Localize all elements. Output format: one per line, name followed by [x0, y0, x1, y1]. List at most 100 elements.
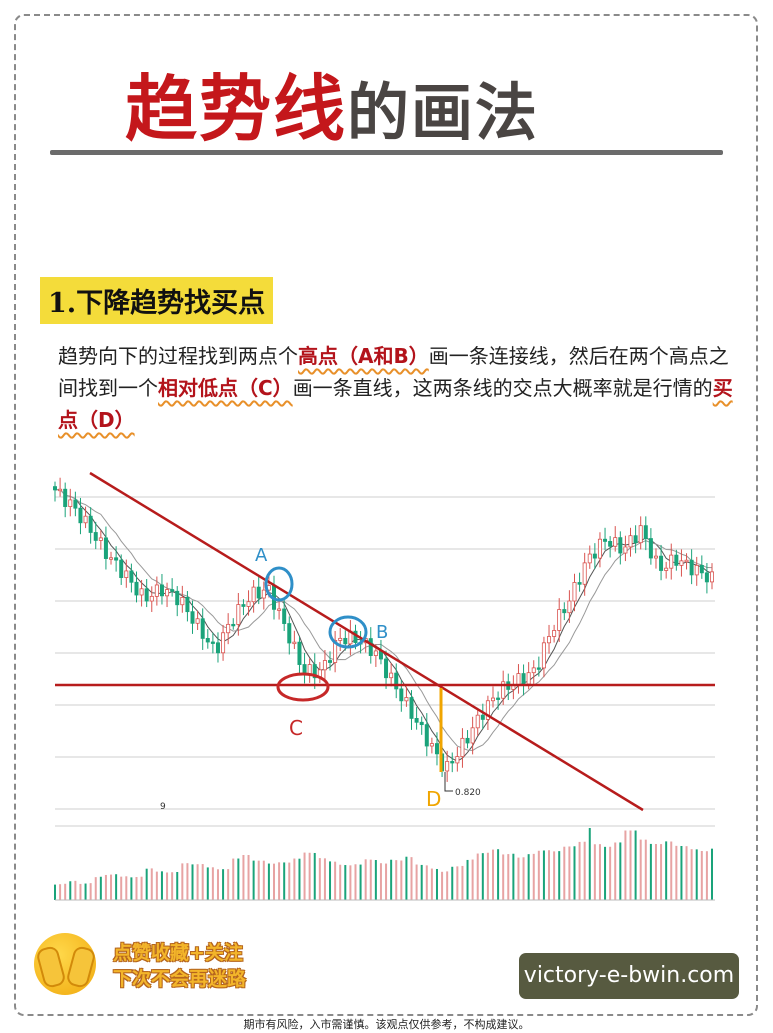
volume-bar — [629, 830, 632, 900]
volume-bar — [563, 846, 566, 900]
candle-body — [98, 537, 103, 541]
candle-body — [190, 611, 195, 624]
candle-body — [597, 538, 602, 559]
candle-body — [287, 623, 292, 644]
volume-bar — [502, 854, 505, 900]
volume-bar — [176, 871, 179, 900]
volume-bar — [471, 859, 474, 900]
candle-body — [577, 582, 582, 585]
volume-bar — [430, 868, 433, 900]
volume-bar — [486, 852, 489, 900]
volume-bar — [150, 868, 153, 900]
disclaimer: 期市有风险，入市需谨慎。该观点仅供参考，不构成建议。 — [243, 1018, 530, 1031]
volume-bar — [140, 876, 143, 900]
volume-bar — [614, 842, 617, 900]
candle-body — [200, 618, 205, 639]
candle-body — [475, 714, 480, 729]
candle-body — [134, 581, 139, 596]
volume-bar — [369, 859, 372, 900]
volume-bar — [89, 883, 92, 900]
volume-bar — [273, 863, 275, 900]
price-pointer — [444, 772, 453, 792]
candle-body — [643, 525, 648, 539]
volume-bar — [568, 846, 571, 900]
volume-bar — [232, 858, 235, 900]
label-b: B — [376, 622, 388, 643]
volume-bar — [675, 845, 678, 900]
candle-body — [557, 609, 562, 631]
candle-body — [328, 660, 333, 663]
candle-body — [399, 688, 404, 702]
highlight-buy-point: 买点（D） — [58, 376, 733, 432]
volume-bar — [155, 871, 158, 900]
highlight-low-point: 相对低点（C） — [158, 376, 293, 400]
downtrend-line — [89, 471, 644, 812]
volume-bar — [104, 874, 107, 900]
volume-bar — [390, 859, 393, 900]
title-rest: 的画法 — [347, 76, 540, 149]
volume-bar — [257, 860, 260, 900]
candle-body — [109, 557, 114, 560]
candle-body — [129, 570, 134, 583]
volume-bar — [237, 858, 240, 900]
candle-body — [648, 538, 653, 559]
text: 画一条直线，这两条线的交点大概率就是行情的 — [292, 376, 713, 400]
volume-bar — [660, 844, 663, 900]
title-underline — [50, 150, 723, 155]
candle-body — [465, 737, 470, 744]
candle-body — [58, 488, 63, 492]
volume-bar — [211, 867, 214, 900]
volume-bar — [634, 830, 637, 900]
candle-body — [704, 572, 709, 583]
candle-body — [333, 640, 338, 663]
volume-bar — [135, 877, 138, 900]
volume-bar — [680, 846, 683, 900]
volume-bar — [654, 843, 657, 900]
candle-body — [205, 638, 210, 643]
volume-bar — [64, 883, 67, 900]
volume-bar — [354, 864, 357, 900]
candle-body — [501, 681, 506, 699]
candle-body — [185, 596, 190, 613]
volume-bar — [451, 866, 454, 900]
cta-line-1: 点赞收藏+关注 — [113, 942, 243, 964]
volume-bar — [685, 846, 688, 900]
volume-bar — [609, 846, 612, 900]
candlestick-chart: A B C D 0.820 9 — [53, 471, 715, 901]
candle-body — [562, 609, 567, 614]
candle-body — [552, 630, 557, 637]
candle-body — [144, 588, 149, 602]
candle-body — [608, 541, 613, 547]
label-d: D — [426, 787, 441, 811]
volume-bar — [690, 849, 693, 900]
candle-body — [149, 595, 154, 602]
candle-body — [409, 697, 414, 719]
volume-bar — [395, 860, 398, 900]
volume-bar — [695, 849, 698, 900]
volume-bar — [120, 876, 123, 900]
candle-body — [567, 600, 572, 614]
volume-bar — [435, 868, 438, 900]
low-price-label: 0.820 — [455, 788, 481, 798]
volume-bar — [481, 853, 484, 900]
candle-body — [119, 559, 124, 578]
candle-body — [684, 559, 689, 563]
volume-bar — [79, 883, 82, 900]
volume-bar — [313, 852, 316, 900]
candle-body — [638, 525, 643, 544]
volume-bar — [665, 841, 668, 900]
volume-bar — [410, 857, 413, 900]
volume-bar — [583, 841, 586, 900]
candle-body — [165, 589, 170, 597]
volume-bar — [171, 872, 174, 900]
candle-body — [664, 567, 669, 571]
volume-bar — [619, 842, 622, 900]
candle-body — [679, 560, 684, 566]
candle-body — [572, 582, 577, 602]
volume-bar — [466, 859, 469, 900]
volume-bar — [476, 853, 479, 900]
title-highlight: 趋势线 — [125, 67, 348, 151]
candle-body — [541, 642, 546, 669]
candle-body — [195, 618, 200, 624]
candle-body — [404, 697, 409, 702]
